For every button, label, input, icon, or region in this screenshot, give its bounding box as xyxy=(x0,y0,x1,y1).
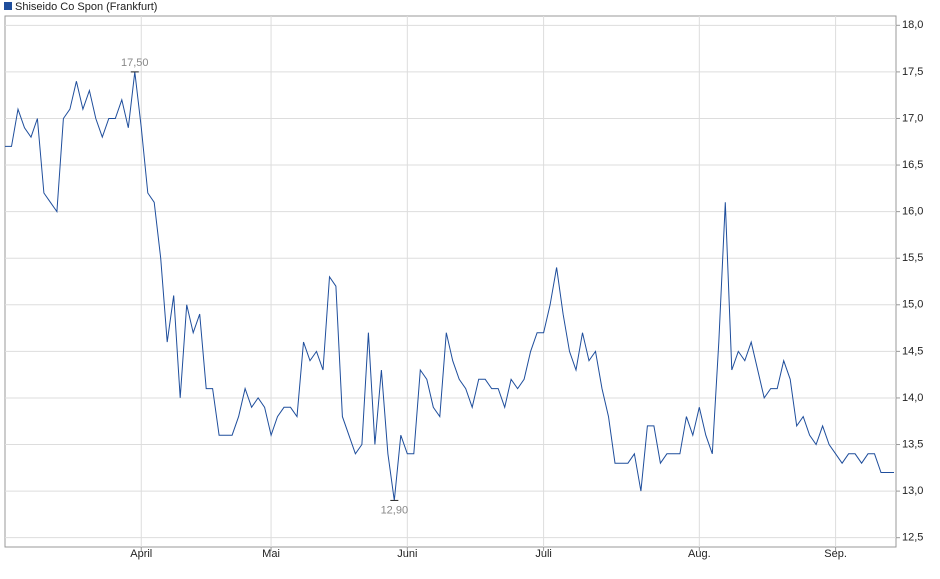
y-tick-label: 15,5 xyxy=(902,252,923,264)
y-tick-label: 16,5 xyxy=(902,159,923,171)
y-tick-label: 18,0 xyxy=(902,19,923,31)
y-tick-label: 13,5 xyxy=(902,438,923,450)
x-tick-label: April xyxy=(130,548,152,560)
y-tick-label: 14,5 xyxy=(902,345,923,357)
x-tick-label: Sep. xyxy=(824,548,847,560)
legend-swatch xyxy=(4,2,12,10)
value-label: 17,50 xyxy=(121,57,149,69)
x-tick-label: Juni xyxy=(397,548,417,560)
y-tick-label: 16,0 xyxy=(902,206,923,218)
x-tick-label: Mai xyxy=(262,548,280,560)
legend-label: Shiseido Co Spon (Frankfurt) xyxy=(15,1,157,13)
y-tick-label: 14,0 xyxy=(902,392,923,404)
y-tick-label: 13,0 xyxy=(902,485,923,497)
y-tick-label: 17,0 xyxy=(902,112,923,124)
x-tick-label: Aug. xyxy=(688,548,711,560)
price-line xyxy=(5,71,894,501)
y-tick-label: 15,0 xyxy=(902,299,923,311)
x-tick-label: Juli xyxy=(535,548,552,560)
y-tick-label: 17,5 xyxy=(902,66,923,78)
value-label: 12,90 xyxy=(381,504,409,516)
plot-area xyxy=(4,15,897,548)
y-tick-label: 12,5 xyxy=(902,532,923,544)
